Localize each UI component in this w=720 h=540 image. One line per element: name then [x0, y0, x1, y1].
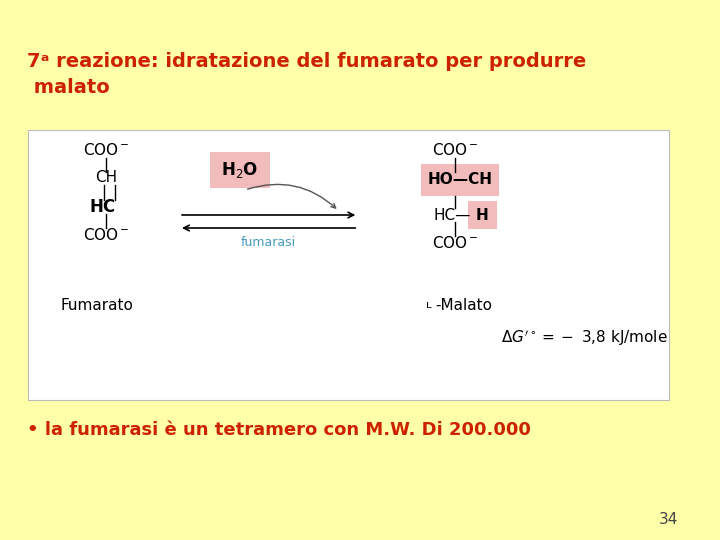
Text: HO—CH: HO—CH: [428, 172, 492, 187]
Text: COO$^-$: COO$^-$: [83, 142, 130, 158]
Text: COO$^-$: COO$^-$: [432, 142, 478, 158]
Text: fumarasi: fumarasi: [241, 235, 296, 248]
FancyBboxPatch shape: [421, 164, 498, 196]
FancyArrowPatch shape: [248, 184, 336, 208]
Text: CH: CH: [96, 171, 117, 186]
Text: -Malato: -Malato: [436, 298, 492, 313]
Text: malato: malato: [27, 78, 110, 97]
Text: ʟ: ʟ: [426, 300, 431, 310]
Text: Fumarato: Fumarato: [60, 298, 133, 313]
Text: 34: 34: [658, 512, 678, 528]
FancyBboxPatch shape: [467, 201, 497, 229]
FancyBboxPatch shape: [28, 130, 669, 400]
Text: HC: HC: [89, 198, 116, 216]
Text: COO$^-$: COO$^-$: [83, 227, 130, 243]
Text: H$_2$O: H$_2$O: [222, 160, 258, 180]
Text: HC—: HC—: [433, 207, 471, 222]
Text: 7ᵃ reazione: idratazione del fumarato per produrre: 7ᵃ reazione: idratazione del fumarato pe…: [27, 52, 586, 71]
Text: H: H: [476, 207, 488, 222]
Text: • la fumarasi è un tetramero con M.W. Di 200.000: • la fumarasi è un tetramero con M.W. Di…: [27, 421, 531, 439]
Text: $\Delta G^{\prime\circ} = -\ 3{,}8\ \mathrm{kJ/mole}$: $\Delta G^{\prime\circ} = -\ 3{,}8\ \mat…: [501, 328, 668, 348]
Text: COO$^-$: COO$^-$: [432, 235, 478, 251]
FancyBboxPatch shape: [210, 152, 270, 188]
